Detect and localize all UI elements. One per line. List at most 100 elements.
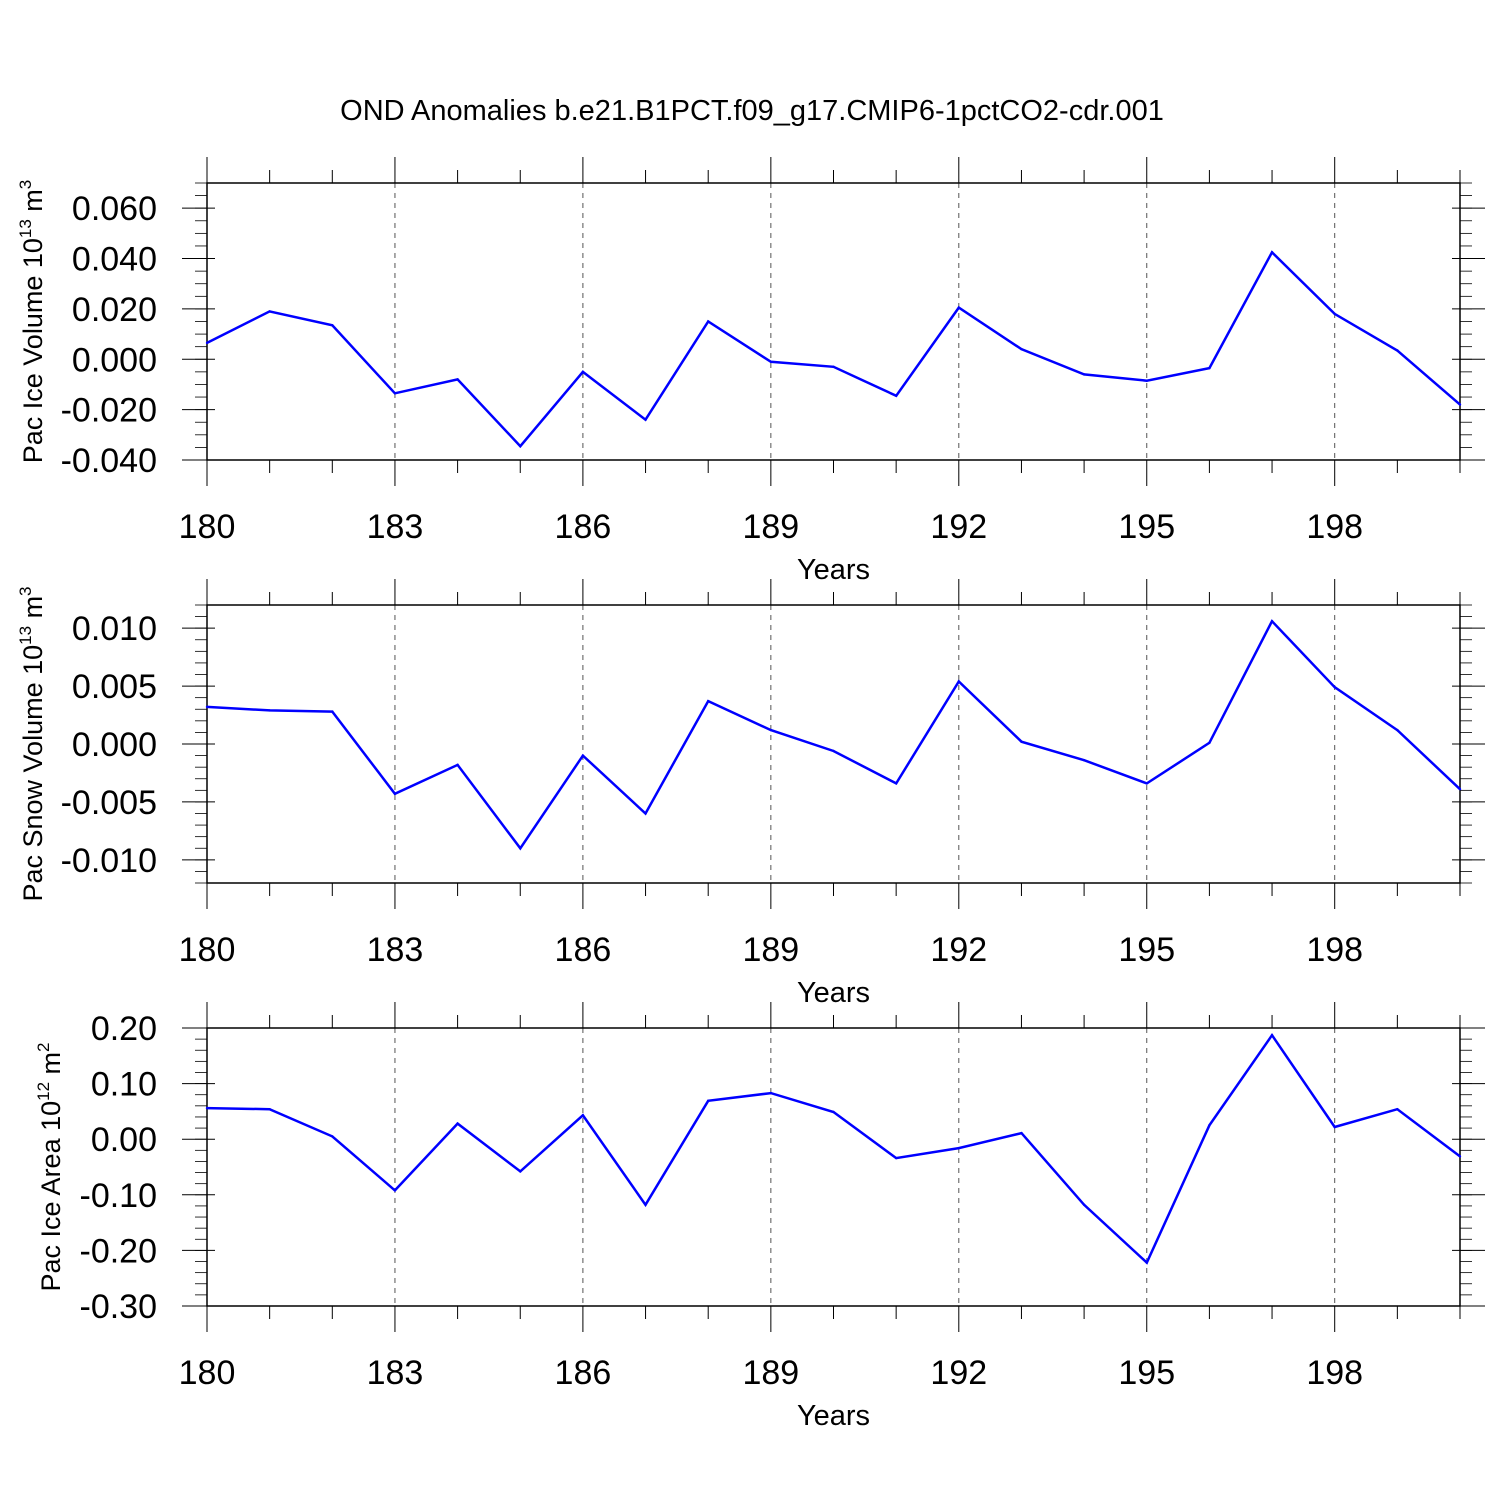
y-tick-label: -0.10 [80, 1177, 158, 1215]
y-tick-label: 0.000 [72, 341, 157, 379]
data-point [1145, 1261, 1148, 1264]
data-point [644, 812, 647, 815]
data-point [393, 1189, 397, 1192]
data-point [331, 710, 334, 713]
chart-panel-1: 0.060 0.040 0.020 0.000 -0.020 -0.040 180 183 18… [16, 157, 1485, 586]
data-point [957, 1146, 960, 1150]
y-axis-label-text: Pac Ice Volume 10 [18, 238, 48, 463]
y-tick-label: 0.010 [72, 610, 157, 648]
y-axis-label: Pac Snow Volume 1013 m3 [16, 586, 48, 901]
data-point [769, 728, 773, 732]
data-point [1208, 1124, 1211, 1127]
data-point [1020, 740, 1023, 743]
y-tick-label: 0.20 [91, 1010, 157, 1048]
data-point [832, 749, 835, 753]
x-tick-label: 189 [742, 508, 799, 546]
data-point [456, 763, 459, 767]
x-tick-label: 189 [742, 931, 799, 969]
data-point [581, 370, 585, 374]
data-point [1396, 728, 1399, 732]
data-point [707, 699, 710, 703]
x-tick-label: 192 [930, 1354, 987, 1392]
data-point [456, 1122, 459, 1125]
y-axis-label-unit-exponent: 2 [34, 1042, 53, 1051]
data-point [581, 1114, 585, 1117]
data-point [644, 1203, 647, 1207]
data-point [1270, 620, 1274, 623]
y-tick-label: -0.005 [61, 784, 157, 822]
data-point [1270, 1034, 1274, 1037]
y-axis-label-exponent: 13 [16, 626, 35, 645]
data-point [707, 320, 710, 323]
data-point [1145, 782, 1148, 785]
data-point [957, 680, 960, 683]
data-point [331, 324, 334, 327]
y-tick-label: -0.020 [61, 392, 157, 430]
data-point [1020, 348, 1023, 351]
x-tick-label: 198 [1306, 931, 1363, 969]
data-point [1333, 312, 1336, 316]
x-axis-label: Years [797, 554, 870, 586]
x-tick-label: 195 [1118, 508, 1175, 546]
x-tick-label: 189 [742, 1354, 799, 1392]
data-point [1208, 366, 1211, 370]
y-tick-label: 0.020 [72, 291, 157, 329]
data-point [393, 792, 397, 796]
data-point [268, 1107, 271, 1111]
data-point [1458, 787, 1462, 791]
y-tick-label: -0.30 [80, 1288, 158, 1326]
y-axis-label-exponent: 12 [34, 1082, 53, 1101]
data-point [1020, 1131, 1023, 1135]
data-point [581, 754, 585, 757]
data-point [769, 360, 773, 363]
y-tick-label: 0.060 [72, 190, 157, 228]
y-axis-label-unit: m [18, 189, 48, 219]
data-point [894, 1156, 898, 1160]
data-point [456, 378, 459, 381]
data-point [1082, 1203, 1086, 1207]
x-tick-label: 186 [555, 1354, 612, 1392]
data-point [205, 341, 209, 345]
y-axis-label-unit: m [36, 1052, 66, 1082]
data-point [1396, 1107, 1399, 1111]
y-tick-label: -0.040 [61, 442, 157, 480]
y-axis-label: Pac Ice Volume 1013 m3 [16, 180, 48, 464]
data-point [1396, 349, 1399, 352]
y-axis-label-unit: m [18, 596, 48, 626]
data-point [331, 1135, 334, 1138]
x-tick-label: 180 [179, 508, 236, 546]
data-point [1082, 759, 1086, 762]
x-tick-label: 183 [367, 508, 424, 546]
data-point [707, 1099, 710, 1103]
x-axis-label: Years [797, 977, 870, 1009]
y-tick-label: 0.005 [72, 668, 157, 706]
y-tick-label: 0.000 [72, 726, 157, 764]
y-axis-label-unit-exponent: 3 [16, 180, 35, 189]
data-point [644, 418, 647, 421]
x-tick-label: 186 [555, 508, 612, 546]
y-axis-label-text: Pac Ice Area 10 [36, 1101, 66, 1292]
data-point [1145, 379, 1148, 382]
y-axis-label-exponent: 13 [16, 219, 35, 238]
x-tick-label: 183 [367, 1354, 424, 1392]
y-tick-label: -0.20 [80, 1232, 158, 1270]
data-point [268, 709, 271, 712]
x-tick-label: 195 [1118, 1354, 1175, 1392]
data-point [1333, 686, 1336, 689]
data-point [205, 1106, 209, 1110]
data-point [268, 310, 271, 313]
data-point [894, 782, 898, 785]
y-tick-label: 0.00 [91, 1121, 157, 1159]
data-point [519, 444, 522, 448]
y-tick-label: 0.10 [91, 1066, 157, 1104]
data-point [1333, 1125, 1336, 1129]
x-tick-label: 192 [930, 508, 987, 546]
data-point [519, 1170, 522, 1173]
x-tick-label: 180 [179, 931, 236, 969]
data-point [1082, 373, 1086, 376]
data-point [1458, 403, 1462, 406]
x-tick-label: 180 [179, 1354, 236, 1392]
x-tick-label: 186 [555, 931, 612, 969]
